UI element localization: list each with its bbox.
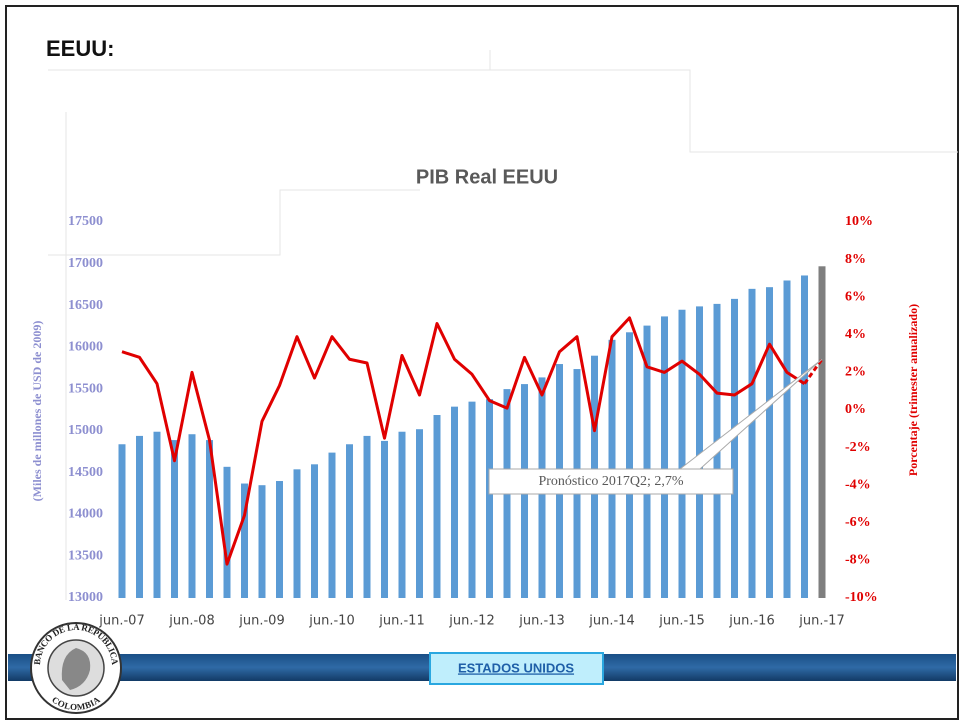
x-tick-label: jun.-13 <box>518 614 564 629</box>
bar <box>643 325 651 598</box>
x-tick-label: jun.-15 <box>658 614 704 629</box>
y-tick-label: 15000 <box>68 423 103 438</box>
y-tick-label: 14000 <box>68 507 103 522</box>
footer-button[interactable] <box>429 652 604 685</box>
bar <box>363 435 371 598</box>
background-lines <box>48 50 958 600</box>
slide-heading: EEUU: <box>46 36 114 61</box>
bar <box>731 298 738 598</box>
y-tick-label: 17500 <box>68 214 103 229</box>
y2-tick-label: 8% <box>845 252 866 267</box>
bar <box>398 431 406 598</box>
x-tick-label: jun.-11 <box>378 614 424 629</box>
line <box>121 316 806 566</box>
bar <box>188 434 196 598</box>
bar <box>783 280 791 598</box>
bar <box>328 452 336 598</box>
bar <box>433 415 441 598</box>
y2-tick-label: 6% <box>845 289 866 304</box>
chart-title: PIB Real EEUU <box>416 166 558 188</box>
y-tick-label: 14500 <box>68 465 103 480</box>
bar <box>416 429 423 598</box>
bar <box>451 406 458 598</box>
annotation: Pronóstico 2017Q2; 2,7% <box>538 474 683 489</box>
slide-frame <box>5 5 959 720</box>
y2-tick-label: 4% <box>845 327 866 342</box>
bar <box>801 275 808 598</box>
y2-tick-label: -10% <box>845 590 878 605</box>
bar <box>381 440 388 598</box>
y-tick-label: 13000 <box>68 590 103 605</box>
bar <box>118 444 126 598</box>
y2-tick-label: 10% <box>845 214 873 229</box>
x-tick-label: jun.-16 <box>728 614 774 629</box>
y-tick-label: 16000 <box>68 340 103 355</box>
bar <box>223 466 231 598</box>
forecast-line <box>803 358 824 385</box>
y2-tick-label: -8% <box>845 553 871 568</box>
bar <box>678 309 686 598</box>
bar <box>206 440 213 598</box>
bar <box>818 266 826 598</box>
annotation-box <box>488 468 734 495</box>
bar <box>241 483 248 598</box>
bar <box>766 287 773 598</box>
y-tick-label: 15500 <box>68 381 103 396</box>
y2-axis-title: Porcentaje (trimester anualizado) <box>906 304 920 476</box>
y2-tick-label: 2% <box>845 365 866 380</box>
x-tick-label: jun.-10 <box>308 614 354 629</box>
bar <box>661 316 668 598</box>
y-axis-title: (Miles de millones de USD de 2009) <box>30 321 44 502</box>
bar <box>276 481 283 598</box>
y2-tick-label: -2% <box>845 440 871 455</box>
bar <box>258 485 266 598</box>
y-tick-label: 17000 <box>68 256 103 271</box>
bar <box>136 435 143 598</box>
x-tick-label: jun.-14 <box>588 614 634 629</box>
bar <box>171 440 178 598</box>
bar <box>696 306 703 598</box>
y2-tick-label: 0% <box>845 402 866 417</box>
y2-tick-label: -6% <box>845 515 871 530</box>
bar <box>626 332 633 598</box>
x-tick-label: jun.-17 <box>798 614 844 629</box>
footer-button-label[interactable]: ESTADOS UNIDOS <box>458 660 574 675</box>
bar <box>486 399 493 598</box>
plot-area: 13000 13500 14000 14500 15000 15500 16000 16500… <box>68 214 878 628</box>
y-tick-label: 16500 <box>68 298 103 313</box>
bar <box>346 444 353 598</box>
x-tick-label: jun.-09 <box>238 614 284 629</box>
y2-tick-label: -4% <box>845 477 871 492</box>
y-tick-label: 13500 <box>68 548 103 563</box>
bar <box>153 431 161 598</box>
x-tick-label: jun.-12 <box>448 614 494 629</box>
logo-head <box>61 648 91 690</box>
bar <box>293 469 301 598</box>
bar <box>311 464 318 598</box>
x-tick-label: jun.-08 <box>168 614 214 629</box>
x-tick-label: jun.-07 <box>98 614 144 629</box>
bar <box>748 288 756 598</box>
bar <box>468 401 476 598</box>
